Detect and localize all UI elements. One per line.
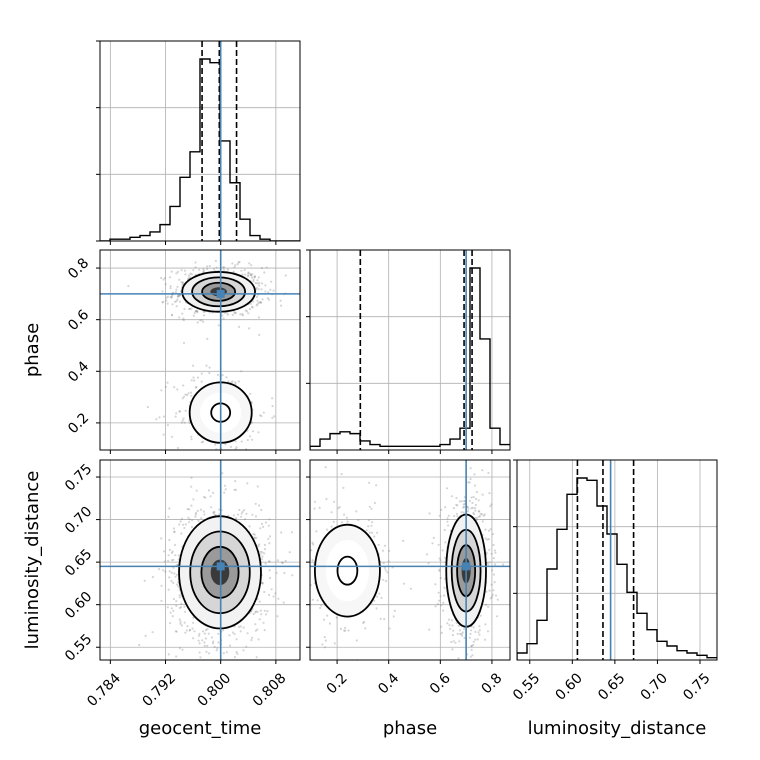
y-tick-label: 0.65 <box>62 546 95 579</box>
x-tick-label: 0.8 <box>478 670 505 697</box>
truth-marker <box>216 289 225 298</box>
x-tick-label: 0.75 <box>680 670 713 703</box>
panel-geocent_time-vs-phase: 0.2 0.4 0.6 0.8 <box>65 249 301 454</box>
x-tick-label: 0.792 <box>139 670 179 710</box>
truth-marker <box>462 562 471 571</box>
x-tick-label: 0.70 <box>638 670 671 703</box>
x-axis-label-luminosity_distance: luminosity_distance <box>528 718 707 739</box>
truth-marker <box>216 562 225 571</box>
y-axis-label-luminosity_distance: luminosity_distance <box>22 471 43 650</box>
density-contour <box>181 271 256 313</box>
density-contour <box>191 276 247 308</box>
histogram-geocent_time <box>100 58 300 241</box>
y-tick-label: 0.2 <box>65 410 92 437</box>
y-tick-label: 0.75 <box>62 461 95 494</box>
y-axis-label-phase: phase <box>22 323 43 377</box>
panel-frame <box>99 40 301 242</box>
panel-frame <box>309 459 511 661</box>
panel-frame <box>516 459 718 661</box>
y-tick-label: 0.4 <box>65 358 92 385</box>
panel-frame <box>99 249 301 451</box>
panel-frame <box>309 249 511 451</box>
histogram-luminosity_distance <box>517 477 717 660</box>
y-tick-label: 0.70 <box>62 504 95 537</box>
density-contour <box>314 523 381 618</box>
x-axis-label-geocent_time: geocent_time <box>139 718 262 739</box>
density-shade <box>338 557 357 584</box>
panel-frame <box>99 459 301 661</box>
x-tick-label: 0.800 <box>195 670 235 710</box>
x-tick-label: 0.60 <box>553 670 586 703</box>
y-tick-label: 0.55 <box>62 631 95 664</box>
panel-luminosity_distance-hist: 0.55 0.60 0.65 0.70 0.75 <box>510 459 718 704</box>
density-contour <box>336 555 359 586</box>
y-tick-label: 0.6 <box>65 307 92 334</box>
x-tick-label: 0.55 <box>510 670 543 703</box>
panel-phase-vs-luminosity_distance: 0.2 0.4 0.6 0.8 <box>306 459 511 697</box>
panel-geocent_time-vs-luminosity_distance: 0.784 0.792 0.800 0.808 0.55 0.60 0.65 0.70 0.75 <box>62 459 301 710</box>
x-tick-label: 0.808 <box>250 670 290 710</box>
y-tick-label: 0.8 <box>65 255 92 282</box>
x-tick-label: 0.6 <box>427 670 454 697</box>
x-tick-label: 0.4 <box>375 670 402 697</box>
y-tick-label: 0.60 <box>62 589 95 622</box>
panel-geocent_time-hist <box>96 40 301 245</box>
density-contour <box>201 281 237 302</box>
histogram-phase <box>310 267 510 450</box>
x-tick-label: 0.65 <box>595 670 628 703</box>
x-tick-label: 0.784 <box>84 670 124 710</box>
x-axis-label-phase: phase <box>383 718 437 739</box>
panel-phase-hist <box>306 249 511 454</box>
x-tick-label: 0.2 <box>324 670 351 697</box>
